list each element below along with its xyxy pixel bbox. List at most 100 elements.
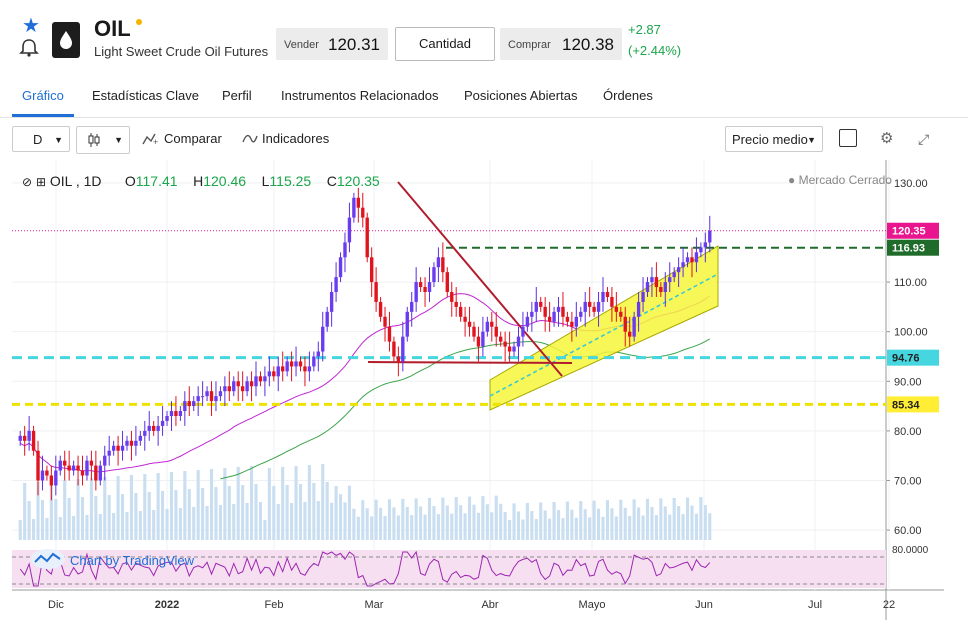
volume-bar — [312, 483, 316, 540]
volume-bar — [494, 495, 498, 540]
candle-body — [534, 301, 538, 312]
candle-body — [450, 292, 454, 302]
rsi-pane: 80.0000 — [12, 545, 929, 588]
volume-bar — [672, 497, 676, 540]
checkbox-toggle[interactable] — [839, 129, 857, 147]
chart-style-select[interactable]: ▼ — [76, 126, 130, 154]
sell-button[interactable]: Vender 120.31 — [276, 28, 388, 60]
price-mode-select[interactable]: Precio medio ▼ — [725, 126, 823, 152]
volume-bar — [27, 501, 31, 540]
volume-bar — [601, 516, 605, 540]
candle-body — [410, 301, 414, 312]
fullscreen-icon[interactable]: ⤢ — [918, 131, 930, 147]
volume-bar — [263, 520, 267, 540]
volume-bar — [258, 502, 263, 540]
volume-bar — [396, 515, 400, 540]
candle-body — [334, 277, 338, 292]
volume-bar — [539, 502, 543, 540]
volume-bar — [512, 503, 516, 540]
volume-bar — [650, 506, 654, 540]
indicators-button[interactable]: Indicadores — [242, 126, 329, 152]
divider — [0, 117, 968, 118]
candle-body — [54, 470, 58, 486]
x-tick-label: 2022 — [155, 599, 179, 611]
candle-body — [414, 282, 418, 302]
candle-body — [205, 391, 209, 397]
candle-body — [512, 346, 516, 352]
volume-bar — [370, 516, 374, 540]
volume-bar — [94, 496, 98, 540]
volume-bar — [463, 513, 467, 540]
candle-body — [196, 396, 200, 402]
candle-body — [325, 311, 329, 327]
svg-text:+: + — [153, 137, 158, 146]
candle-body — [516, 336, 521, 347]
volume-bar — [147, 492, 151, 540]
volume-bar — [685, 497, 690, 540]
chevron-down-icon: ▼ — [114, 135, 123, 145]
volume-bar — [663, 506, 667, 540]
candle-body — [619, 311, 623, 317]
star-icon[interactable]: ★ — [22, 15, 40, 37]
candle-body — [605, 292, 610, 297]
candle-body — [76, 465, 80, 471]
volume-bar — [490, 512, 494, 540]
candle-body — [263, 376, 267, 382]
volume-bar — [481, 496, 485, 540]
candle-body — [36, 450, 40, 481]
quantity-input[interactable]: Cantidad — [395, 27, 495, 61]
tab-instrumentos[interactable]: Instrumentos Relacionados — [281, 88, 439, 103]
tab-perfil[interactable]: Perfil — [222, 88, 252, 103]
candle-body — [561, 306, 565, 317]
tab-grafico[interactable]: Gráfico — [22, 88, 64, 103]
bell-icon[interactable] — [18, 38, 40, 58]
candle-body — [632, 316, 636, 337]
compare-button[interactable]: + Comparar — [142, 126, 222, 152]
price-label-box — [887, 239, 939, 256]
candle-body — [156, 425, 160, 431]
buy-button[interactable]: Comprar 120.38 — [500, 28, 622, 60]
settings-icon[interactable]: ⚙ — [880, 130, 894, 147]
tab-posiciones[interactable]: Posiciones Abiertas — [464, 88, 578, 103]
candle-body — [436, 257, 441, 268]
candle-body — [476, 336, 481, 347]
volume-bar — [201, 488, 205, 540]
volume-bar — [232, 504, 236, 540]
volume-bar — [521, 519, 525, 540]
candle-body — [254, 376, 258, 387]
volume-bar — [325, 482, 329, 540]
change-absolute: +2.87 — [628, 22, 661, 37]
candle-body — [521, 326, 525, 337]
candle-body — [98, 465, 102, 481]
tradingview-watermark[interactable]: Chart by TradingView — [30, 548, 230, 570]
candle-body — [494, 326, 498, 337]
volume-bar — [294, 466, 298, 540]
price-chart[interactable]: 80.0000 130.00 110.00 100.00 90.00 80.00 70.0… — [12, 160, 944, 620]
tab-ordenes[interactable]: Órdenes — [603, 88, 653, 103]
volume-bar — [454, 497, 458, 540]
volume-bar — [169, 472, 174, 540]
tab-estadisticas[interactable]: Estadísticas Clave — [92, 88, 199, 103]
collapse-icon[interactable]: ⊘ — [22, 175, 33, 189]
volume-bar — [668, 514, 672, 540]
candle-body — [378, 301, 383, 317]
candle-body — [192, 401, 196, 407]
interval-select[interactable]: D ▼ — [12, 126, 70, 152]
volume-bar — [436, 514, 440, 540]
market-status: ● Mercado Cerrado — [788, 173, 892, 187]
candle-body — [694, 252, 699, 263]
volume-bar — [632, 499, 636, 540]
volume-bar — [36, 482, 40, 540]
volume-bar — [161, 491, 165, 540]
indicators-label: Indicadores — [262, 131, 330, 146]
volume-bar — [134, 493, 138, 540]
add-icon[interactable]: ⊞ — [35, 175, 47, 189]
candle-body — [174, 411, 178, 416]
candle-body — [307, 366, 312, 372]
candle-body — [383, 316, 387, 327]
candlesticks — [18, 187, 712, 501]
candle-body — [587, 301, 592, 307]
candle-body — [369, 257, 374, 283]
volume-bar — [401, 498, 405, 540]
volume-bar — [499, 503, 503, 540]
